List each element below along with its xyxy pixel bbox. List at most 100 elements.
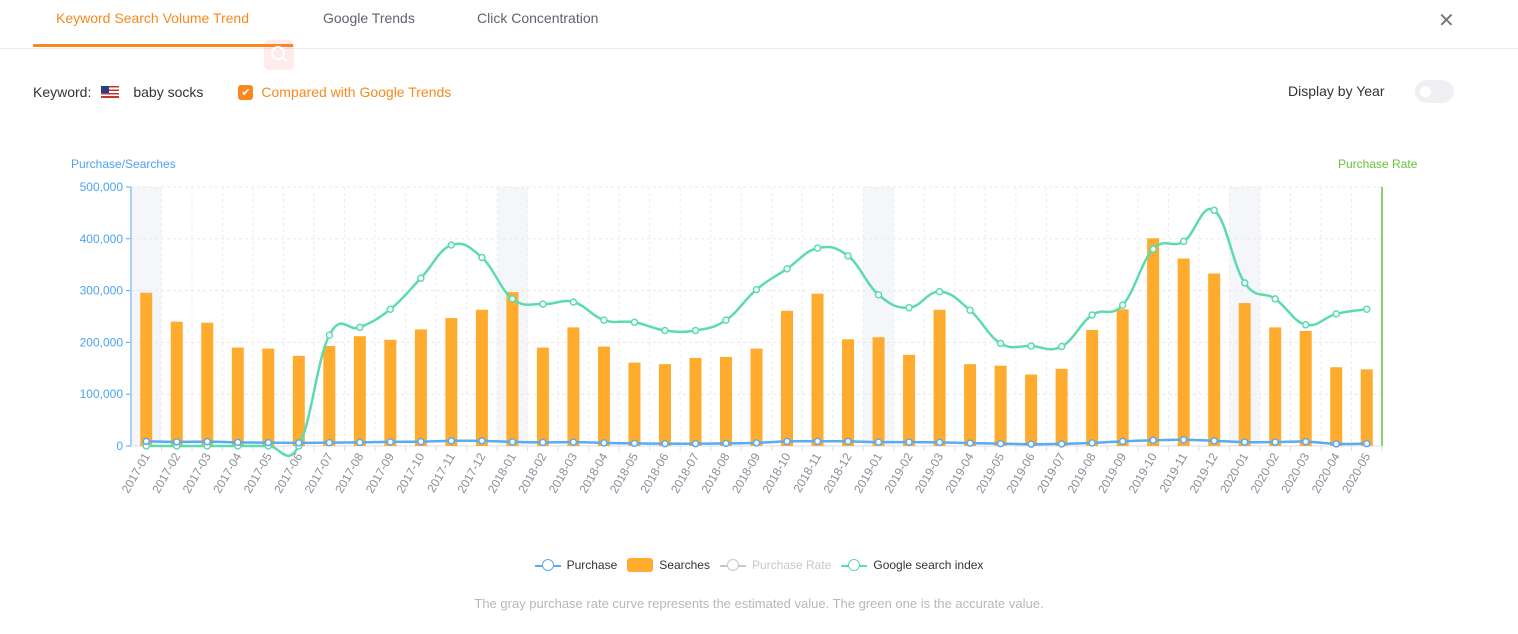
google-index-point (874, 290, 883, 299)
purchase-point (234, 438, 242, 447)
magnifier-icon[interactable] (264, 40, 294, 70)
estimate-note: The gray purchase rate curve represents … (474, 596, 1044, 611)
google-index-point (1271, 295, 1279, 303)
google-index-point (1118, 301, 1127, 309)
x-tick-label: 2019-11 (1157, 450, 1191, 495)
purchase-point (1179, 436, 1188, 444)
purchase-point (173, 438, 181, 446)
bar-searches (719, 356, 732, 446)
x-tick-label: 2018-10 (759, 450, 793, 495)
tab-keyword-search-volume-trend[interactable]: Keyword Search Volume Trend (56, 10, 249, 26)
purchase-point (752, 439, 761, 447)
purchase-point (447, 437, 456, 445)
google-index-point (966, 306, 974, 315)
google-index-point (1362, 305, 1371, 313)
x-tick-label: 2020-04 (1309, 450, 1343, 495)
x-tick-label: 2019-07 (1034, 450, 1068, 495)
legend-purchase-rate-label: Purchase Rate (751, 558, 832, 572)
bar-searches (414, 329, 427, 446)
purchase-point (813, 437, 822, 446)
x-tick-label: 2017-07 (302, 450, 336, 495)
x-tick-label: 2018-06 (637, 450, 671, 495)
purchase-point (142, 437, 151, 446)
bar-searches (1299, 331, 1312, 446)
tab-click-concentration[interactable]: Click Concentration (477, 10, 599, 26)
bar-searches (658, 364, 671, 446)
purchase-point (1149, 436, 1157, 445)
bar-searches (781, 310, 794, 446)
tab-google-trends[interactable]: Google Trends (323, 10, 415, 26)
bar-searches (842, 339, 855, 446)
x-tick-label: 2017-11 (424, 450, 458, 495)
x-tick-label: 2017-05 (241, 450, 275, 495)
purchase-point (874, 438, 883, 446)
x-tick-label: 2019-06 (1004, 450, 1038, 495)
legend-purchase-rate-icon (719, 558, 746, 572)
bar-searches (1208, 273, 1221, 446)
google-index-point (386, 305, 395, 313)
purchase-point (203, 437, 212, 446)
bar-searches (597, 346, 610, 446)
google-index-point (630, 318, 639, 326)
purchase-point (264, 438, 273, 447)
google-index-point (722, 316, 730, 324)
purchase-point (386, 438, 395, 446)
compare-google-trends-checkbox[interactable]: ✔ (238, 84, 254, 100)
x-tick-label: 2020-02 (1248, 450, 1282, 495)
bar-searches (1025, 374, 1038, 446)
bar-searches (323, 346, 336, 446)
legend-item-purchase-rate[interactable]: Purchase Rate (719, 558, 832, 572)
legend-item-searches[interactable]: Searches (627, 558, 710, 572)
google-index-point (1210, 206, 1218, 215)
tab-bar: Keyword Search Volume Trend Google Trend… (0, 0, 1518, 49)
x-tick-label: 2020-05 (1339, 450, 1373, 495)
legend-item-google-search-index[interactable]: Google search index (841, 558, 983, 572)
x-tick-label: 2020-03 (1278, 450, 1312, 495)
google-index-point (1027, 342, 1035, 350)
bar-searches (201, 322, 214, 446)
google-index-point (661, 326, 669, 335)
x-tick-label: 2019-12 (1187, 450, 1221, 495)
purchase-point (1027, 440, 1035, 448)
close-icon[interactable]: ✕ (1438, 10, 1455, 32)
legend-item-purchase[interactable]: Purchase (534, 558, 617, 572)
google-index-point (600, 316, 608, 324)
active-tab-indicator (33, 44, 293, 47)
bar-searches (567, 327, 580, 446)
bar-searches (1147, 238, 1160, 446)
legend-google-index-icon (841, 558, 868, 572)
x-tick-label: 2017-02 (149, 450, 183, 495)
bar-searches (262, 348, 275, 446)
purchase-point (1332, 440, 1340, 448)
legend-searches-label: Searches (659, 558, 710, 572)
purchase-point (661, 439, 669, 448)
legend-purchase-icon (534, 558, 561, 572)
google-index-point (508, 295, 517, 303)
bar-searches (475, 309, 488, 446)
y-tick-label: 200,000 (80, 335, 124, 349)
bar-searches (170, 321, 183, 446)
x-tick-label: 2017-10 (393, 450, 427, 495)
x-tick-label: 2019-03 (912, 450, 946, 495)
google-index-point (539, 300, 547, 308)
right-axis-title: Purchase Rate (1338, 157, 1418, 171)
google-index-point (447, 241, 456, 249)
x-tick-label: 2018-11 (790, 450, 824, 495)
purchase-point (325, 438, 334, 447)
compare-google-trends-label[interactable]: Compared with Google Trends (261, 84, 452, 100)
chart-legend: Purchase Searches Purchase Rate Google s… (0, 558, 1518, 572)
google-index-point (905, 303, 913, 312)
bar-searches (750, 348, 763, 446)
x-tick-label: 2019-08 (1065, 450, 1099, 495)
bar-searches (1116, 309, 1129, 446)
purchase-point (417, 437, 425, 446)
purchase-point (844, 437, 852, 446)
bar-searches (1055, 368, 1068, 446)
display-by-year-toggle[interactable] (1415, 80, 1454, 103)
purchase-point (478, 437, 486, 445)
x-tick-label: 2018-12 (820, 450, 854, 495)
purchase-point (1210, 437, 1218, 445)
x-tick-label: 2018-09 (729, 450, 763, 495)
purchase-point (630, 439, 639, 448)
